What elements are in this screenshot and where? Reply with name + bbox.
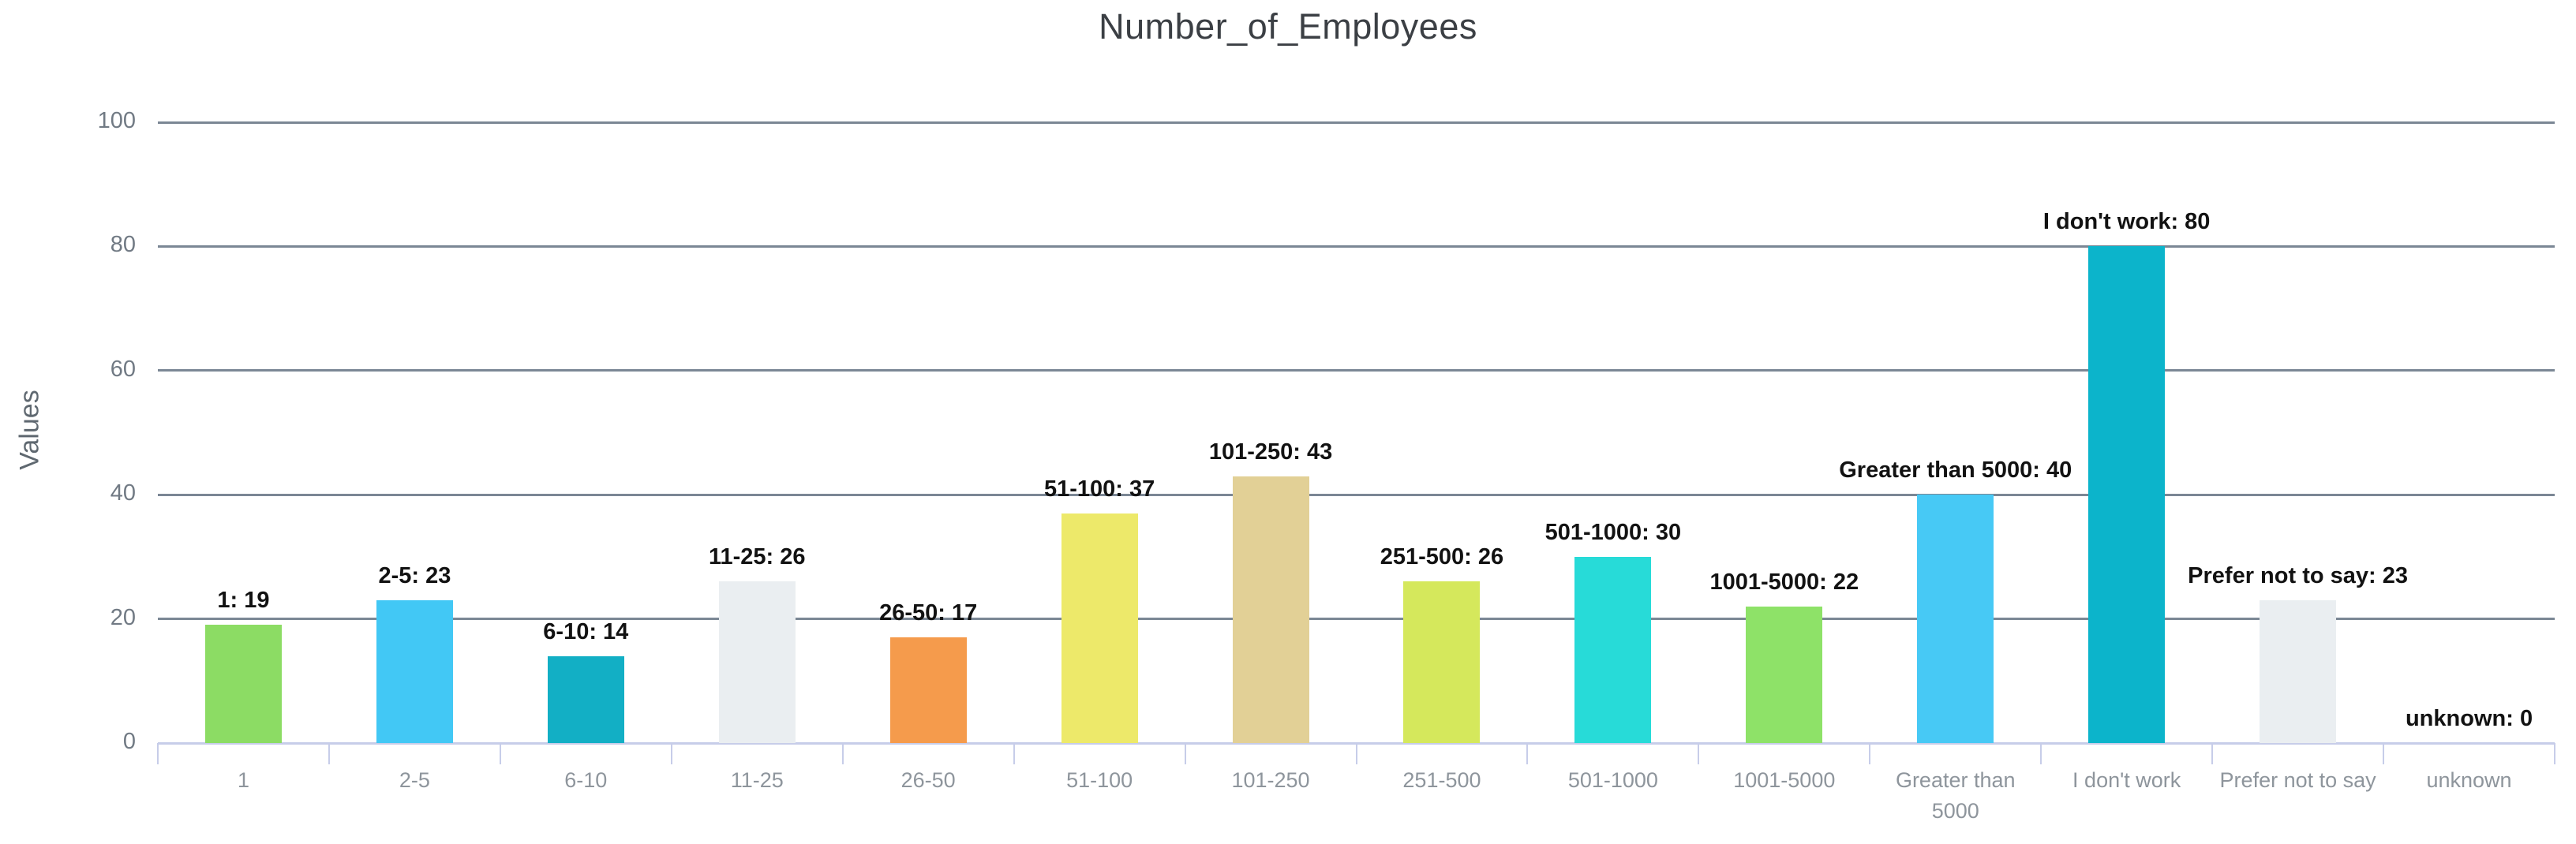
bar-value-label: 101-250: 43 (1208, 439, 1333, 465)
bar (1061, 513, 1138, 743)
x-axis-tick (1184, 743, 1186, 764)
bar-value-label: unknown: 0 (2405, 706, 2533, 731)
x-axis-tick (2554, 743, 2555, 764)
chart-title: Number_of_Employees (1099, 6, 1477, 47)
x-tick-label: Prefer not to say (2219, 768, 2376, 792)
x-axis-tick (1526, 743, 1529, 764)
x-tick-label: 26-50 (900, 768, 956, 792)
bar (1574, 556, 1652, 743)
bar-value-label: 51-100: 37 (1043, 476, 1155, 502)
gridline-100 (158, 121, 2555, 124)
x-tick-label: 251-500 (1402, 768, 1481, 792)
bar-value-label: Prefer not to say: 23 (2188, 562, 2408, 588)
gridline-40 (158, 493, 2555, 496)
x-tick-label: 2-5 (399, 768, 430, 792)
x-axis-tick (1355, 743, 1357, 764)
bar (204, 625, 282, 743)
x-axis-tick (2383, 743, 2385, 764)
bar (2260, 599, 2337, 743)
y-tick-label: 0 (122, 729, 136, 754)
x-tick-label: 11-25 (730, 768, 784, 792)
x-tick-label: I don't work (2072, 768, 2181, 792)
bar-value-label: 251-500: 26 (1380, 544, 1504, 570)
y-tick-label: 60 (110, 356, 136, 382)
x-tick-label: 1 (237, 768, 249, 792)
gridline-60 (158, 369, 2555, 372)
y-tick-label: 80 (110, 232, 136, 258)
x-axis-tick (157, 743, 159, 764)
bar (718, 581, 796, 743)
x-axis-tick (670, 743, 672, 764)
bar-value-label: 26-50: 17 (879, 600, 978, 626)
bar (1746, 606, 1823, 743)
x-axis-tick (1698, 743, 1700, 764)
bar-value-label: I don't work: 80 (2042, 209, 2211, 235)
bar (1917, 495, 1994, 743)
bar-value-label: Greater than 5000: 40 (1839, 457, 2072, 484)
x-tick-label: 1001-5000 (1733, 768, 1836, 792)
x-tick-label: Greater than 5000 (1895, 768, 2016, 823)
x-axis-tick (499, 743, 501, 764)
bar (547, 655, 624, 743)
bar (1403, 581, 1481, 743)
y-tick-label: 40 (110, 480, 136, 506)
bar-value-label: 501-1000: 30 (1544, 519, 1682, 545)
bar-value-label: 6-10: 14 (543, 618, 629, 644)
x-tick-label: 101-250 (1231, 768, 1310, 792)
gridline-20 (158, 618, 2555, 621)
x-tick-label: 51-100 (1066, 768, 1133, 792)
x-tick-label: 6-10 (564, 768, 608, 792)
y-tick-label: 20 (110, 604, 136, 630)
y-axis-title: Values (14, 390, 45, 470)
x-axis-tick (2040, 743, 2042, 764)
bar-value-label: 1: 19 (217, 588, 270, 614)
bar (376, 599, 453, 743)
x-axis-tick (2211, 743, 2214, 764)
gridline-80 (158, 245, 2555, 248)
x-axis-tick (1013, 743, 1015, 764)
bar (889, 637, 967, 743)
x-tick-label: unknown (2426, 768, 2512, 792)
bar-value-label: 1001-5000: 22 (1709, 569, 1859, 595)
bar (2088, 246, 2166, 743)
bar-value-label: 2-5: 23 (378, 562, 451, 588)
bar (1232, 476, 1309, 743)
x-axis-tick (841, 743, 844, 764)
y-tick-label: 100 (97, 108, 136, 133)
x-tick-label: 501-1000 (1567, 768, 1658, 792)
bar-value-label: 11-25: 26 (708, 544, 806, 570)
x-axis-tick (328, 743, 330, 764)
x-axis-tick (1869, 743, 1871, 764)
